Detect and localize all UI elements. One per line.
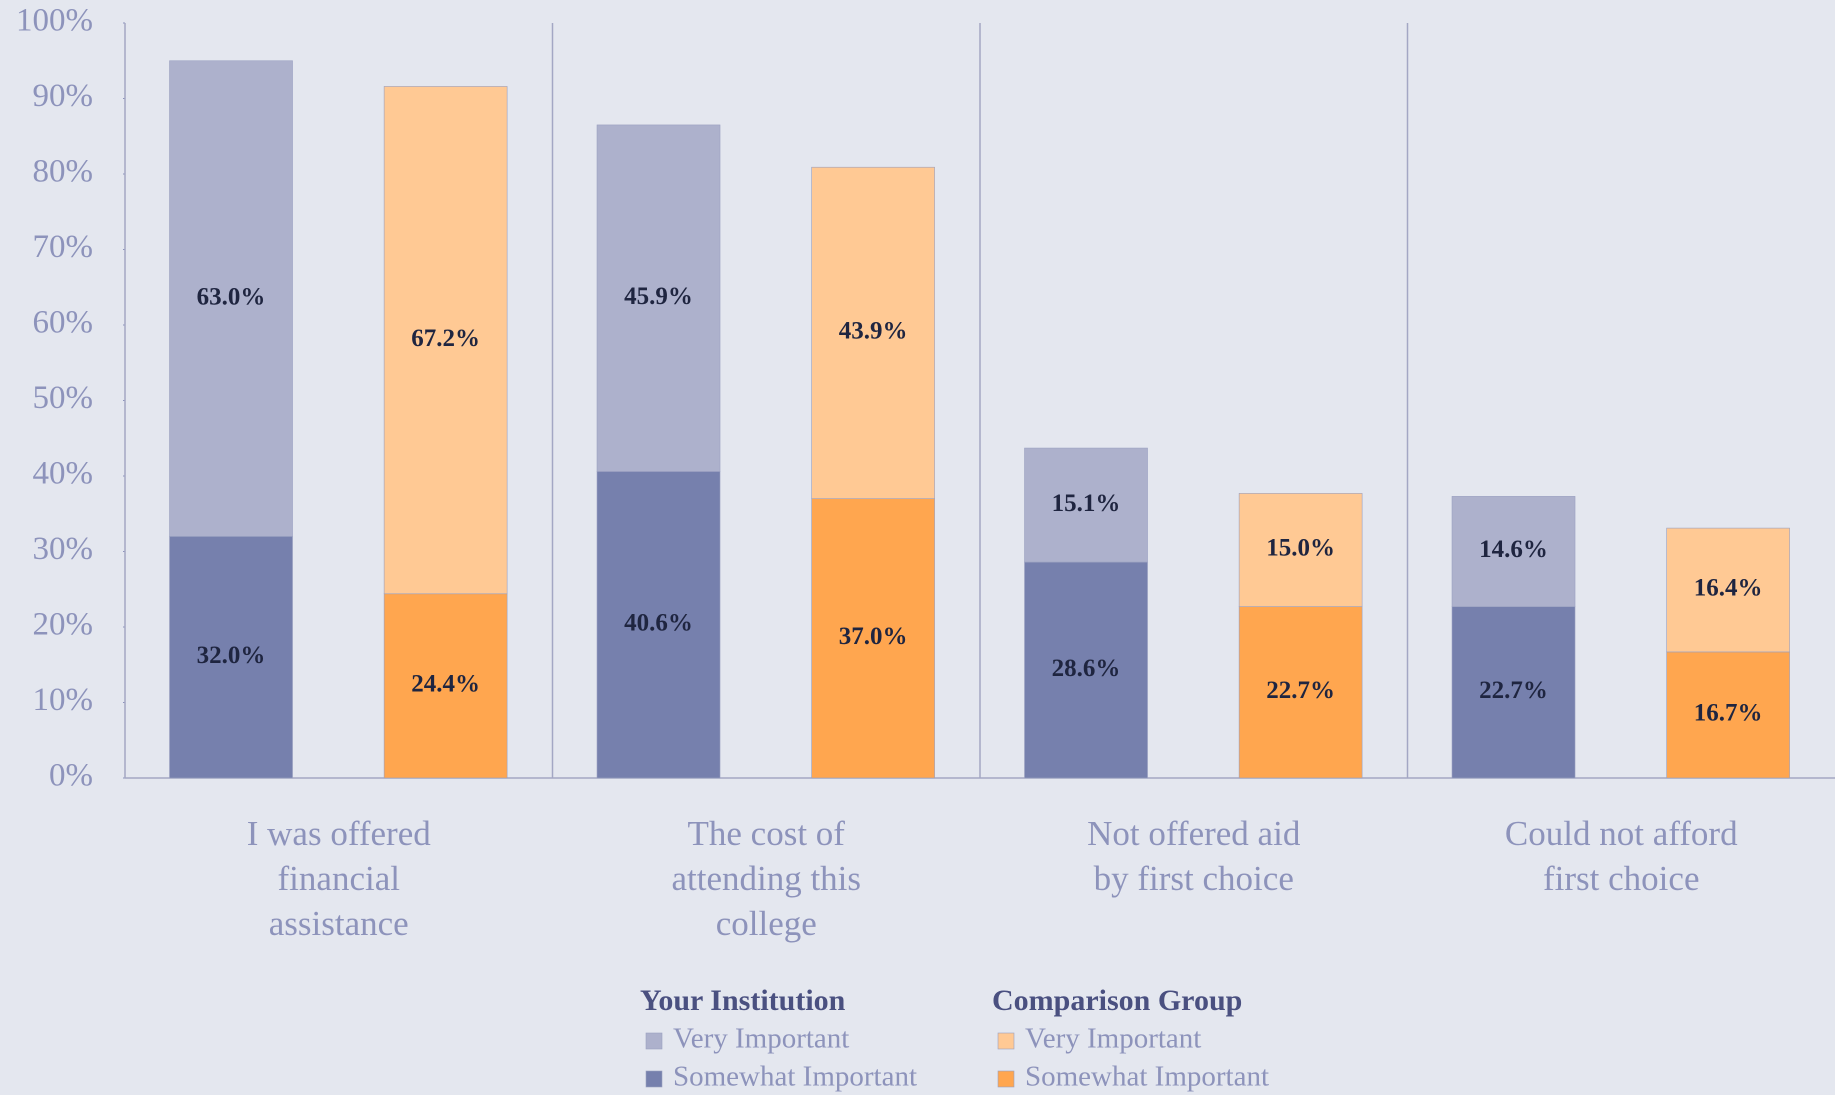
data-label: 43.9%: [839, 318, 908, 345]
bar-segment: [1024, 447, 1148, 563]
y-tick-label: 100%: [16, 3, 93, 39]
y-tick-label: 80%: [33, 154, 94, 190]
data-label: 16.4%: [1694, 575, 1763, 602]
data-label: 40.6%: [624, 609, 693, 636]
data-label: 63.0%: [197, 283, 266, 310]
y-tick-label: 60%: [33, 305, 94, 341]
data-label: 32.0%: [197, 642, 266, 669]
bar-segment: [1666, 527, 1790, 653]
bar-segment: [596, 124, 721, 472]
bar-segment: [1238, 606, 1363, 779]
y-tick-label: 40%: [33, 456, 94, 492]
legend-label: Somewhat Important: [673, 1061, 917, 1093]
bar-segment: [1451, 496, 1576, 607]
y-tick-label: 50%: [33, 380, 94, 416]
legend-swatch: [645, 1070, 663, 1088]
y-tick-label: 30%: [33, 531, 94, 567]
bar-segment: [169, 60, 293, 537]
legend-heading: Your Institution: [640, 984, 846, 1017]
data-label: 16.7%: [1694, 700, 1763, 727]
bar-segment: [169, 536, 293, 779]
data-label: 28.6%: [1052, 655, 1121, 682]
data-label: 24.4%: [411, 671, 480, 698]
data-label: 15.1%: [1052, 490, 1121, 517]
bar-segment: [1024, 561, 1148, 779]
bar-segment: [383, 86, 508, 595]
bar-segment: [1451, 606, 1576, 779]
legend-label: Very Important: [673, 1023, 849, 1055]
x-tick-label: The cost of attending this college: [671, 814, 861, 943]
legend-swatch: [997, 1032, 1015, 1050]
y-tick-label: 10%: [33, 682, 94, 718]
data-label: 37.0%: [839, 623, 908, 650]
x-tick-label: Could not afford first choice: [1505, 814, 1738, 898]
x-tick-label: I was offered financial assistance: [247, 814, 431, 943]
x-tick-label: Not offered aid by first choice: [1087, 814, 1301, 898]
data-label: 14.6%: [1479, 536, 1548, 563]
data-label: 45.9%: [624, 283, 693, 310]
bar-segment: [1666, 651, 1790, 779]
y-tick-label: 90%: [33, 78, 94, 114]
bar-segment: [383, 593, 508, 779]
y-tick-label: 0%: [49, 758, 93, 794]
legend-swatch: [645, 1032, 663, 1050]
data-label: 22.7%: [1266, 677, 1335, 704]
legend-heading: Comparison Group: [992, 984, 1242, 1017]
data-label: 67.2%: [411, 325, 480, 352]
y-tick-label: 20%: [33, 607, 94, 643]
bar-segment: [811, 498, 935, 779]
bar-segment: [1238, 493, 1363, 607]
legend-label: Very Important: [1025, 1023, 1201, 1055]
legend-swatch: [997, 1070, 1015, 1088]
y-tick-label: 70%: [33, 229, 94, 265]
data-label: 22.7%: [1479, 677, 1548, 704]
bar-segment: [811, 166, 935, 499]
bar-segment: [596, 471, 721, 779]
data-label: 15.0%: [1266, 535, 1335, 562]
legend-label: Somewhat Important: [1025, 1061, 1269, 1093]
